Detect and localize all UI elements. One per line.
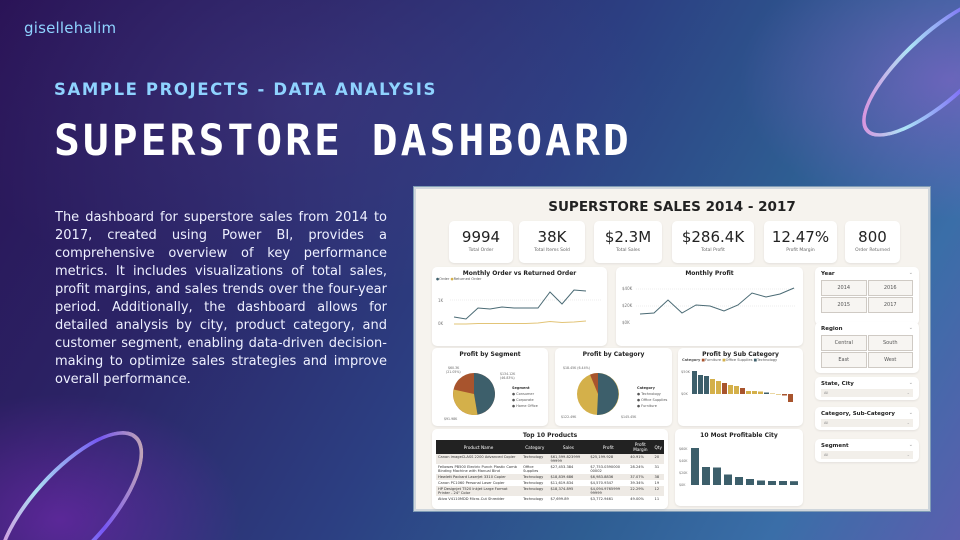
kpi-order-returned: 800 Order Returned — [845, 221, 900, 263]
line-chart: 1K 0K — [438, 289, 602, 326]
svg-text:1K: 1K — [438, 298, 444, 303]
bar-chart: $50K $0K — [681, 370, 793, 402]
page-title: SUPERSTORE DASHBOARD — [54, 116, 632, 166]
slicer-state-city[interactable]: State, City ⌄ All ⌄ — [815, 377, 919, 400]
kpi-total-order: 9994 Total Order — [449, 221, 513, 263]
description: The dashboard for superstore sales from … — [55, 210, 387, 387]
svg-text:$40K: $40K — [679, 459, 688, 463]
chart-profit-by-category: Profit by Category $18.45K (6.44%) $145.… — [555, 348, 672, 426]
chevron-down-icon[interactable]: ⌄ — [908, 325, 913, 331]
svg-text:$91.98K: $91.98K — [444, 417, 458, 421]
table-row[interactable]: Fellowes PB500 Electric Punch Plastic Co… — [438, 465, 660, 473]
slicer-category[interactable]: Category, Sub-Category ⌄ All ⌄ — [815, 407, 919, 430]
kpi-items-sold: 38K Total Items Sold — [519, 221, 585, 263]
svg-text:$40K: $40K — [622, 286, 633, 291]
svg-text:(46.83%): (46.83%) — [500, 376, 515, 380]
svg-text:$0K: $0K — [679, 483, 686, 487]
svg-text:$20K: $20K — [679, 471, 688, 475]
svg-text:$50K: $50K — [681, 370, 691, 374]
table-row[interactable]: Hewlett Packard LaserJet 3310 Copier Tech… — [436, 474, 664, 480]
slicer-segment[interactable]: Segment ⌄ All ⌄ — [815, 439, 919, 462]
svg-text:● Consumer: ● Consumer — [512, 392, 535, 396]
chart-profit-by-subcategory: Profit by Sub Category Category ■Furnitu… — [678, 348, 803, 426]
svg-text:0K: 0K — [438, 321, 444, 326]
chevron-down-icon[interactable]: ⌄ — [908, 270, 913, 276]
svg-text:$18.45K (6.44%): $18.45K (6.44%) — [563, 366, 590, 370]
chart-monthly-profit: Monthly Profit $40K $20K $0K — [616, 267, 803, 346]
svg-text:$134.12K: $134.12K — [500, 372, 516, 376]
section-subtitle: SAMPLE PROJECTS - DATA ANALYSIS — [54, 80, 437, 99]
year-2014-button[interactable]: 2014 — [821, 280, 867, 296]
svg-text:● Technology: ● Technology — [637, 392, 661, 396]
segment-dropdown[interactable]: All ⌄ — [821, 451, 913, 459]
svg-text:Category: Category — [637, 386, 656, 390]
chart-monthly-order: Monthly Order vs Returned Order ●Order ●… — [432, 267, 607, 346]
svg-text:$60.3K: $60.3K — [448, 366, 460, 370]
bar-chart: $60K $40K $20K $0K — [679, 447, 798, 487]
svg-text:$122.49K: $122.49K — [561, 415, 577, 419]
table-row[interactable]: Ativa V4110MDD Micro-Cut Shredder Technol… — [438, 497, 660, 501]
category-dropdown[interactable]: All ⌄ — [821, 419, 913, 427]
svg-text:$0K: $0K — [681, 392, 688, 396]
chevron-down-icon[interactable]: ⌄ — [908, 410, 913, 416]
chart-top-cities: 10 Most Profitable City $60K $40K $20K $… — [675, 429, 803, 506]
svg-text:Segment: Segment — [512, 386, 530, 390]
table-row[interactable]: Canon imageCLASS 2200 Advanced Copier Tec… — [436, 454, 664, 464]
dashboard-screenshot: SUPERSTORE SALES 2014 - 2017 9994 Total O… — [414, 187, 930, 511]
kpi-profit-margin: 12.47% Profit Margin — [764, 221, 837, 263]
region-east-button[interactable]: East — [821, 352, 867, 368]
products-table: Product Name Category Sales Profit Profit Ma… — [436, 440, 664, 502]
pie-chart: $18.45K (6.44%) $145.45K $122.49K Catego… — [561, 366, 667, 419]
kpi-total-profit: $286.4K Total Profit — [672, 221, 754, 263]
svg-text:$20K: $20K — [622, 303, 633, 308]
table-row[interactable]: HP Designjet T520 Inkjet Large Format Pr… — [436, 486, 664, 496]
year-2017-button[interactable]: 2017 — [867, 297, 913, 313]
chevron-down-icon[interactable]: ⌄ — [908, 380, 913, 386]
brand-name: gisellehalim — [24, 19, 117, 37]
region-central-button[interactable]: Central — [821, 335, 867, 351]
state-city-dropdown[interactable]: All ⌄ — [821, 389, 913, 397]
svg-text:● Office Supplies: ● Office Supplies — [637, 398, 667, 402]
slicer-region[interactable]: Region ⌄ Central South East West — [815, 322, 919, 373]
table-top-products: Top 10 Products Product Name Category Sale… — [432, 429, 668, 509]
chevron-down-icon[interactable]: ⌄ — [908, 442, 913, 448]
svg-text:● Furniture: ● Furniture — [637, 404, 657, 408]
svg-text:$145.45K: $145.45K — [621, 415, 637, 419]
svg-text:$60K: $60K — [679, 447, 688, 451]
svg-text:$0K: $0K — [622, 320, 630, 325]
chart-profit-by-segment: Profit by Segment $134.12K (46.83%) $60.3… — [432, 348, 548, 426]
dashboard-title: SUPERSTORE SALES 2014 - 2017 — [548, 199, 796, 215]
slicer-year[interactable]: Year ⌄ 2014 2016 2015 2017 — [815, 267, 919, 325]
year-2015-button[interactable]: 2015 — [821, 297, 867, 313]
region-south-button[interactable]: South — [867, 335, 913, 351]
pie-chart: $134.12K(46.83%) $60.3K(21.05%) $91.98K … — [444, 366, 538, 421]
line-chart: $40K $20K $0K — [622, 286, 796, 325]
region-west-button[interactable]: West — [867, 352, 913, 368]
table-row[interactable]: Canon PC1060 Personal Laser Copier Techno… — [438, 481, 660, 485]
year-2016-button[interactable]: 2016 — [867, 280, 913, 296]
kpi-total-sales: $2.3M Total Sales — [594, 221, 662, 263]
svg-text:(21.05%): (21.05%) — [446, 370, 461, 374]
svg-text:● Home Office: ● Home Office — [512, 404, 538, 408]
svg-text:● Corporate: ● Corporate — [512, 398, 534, 402]
